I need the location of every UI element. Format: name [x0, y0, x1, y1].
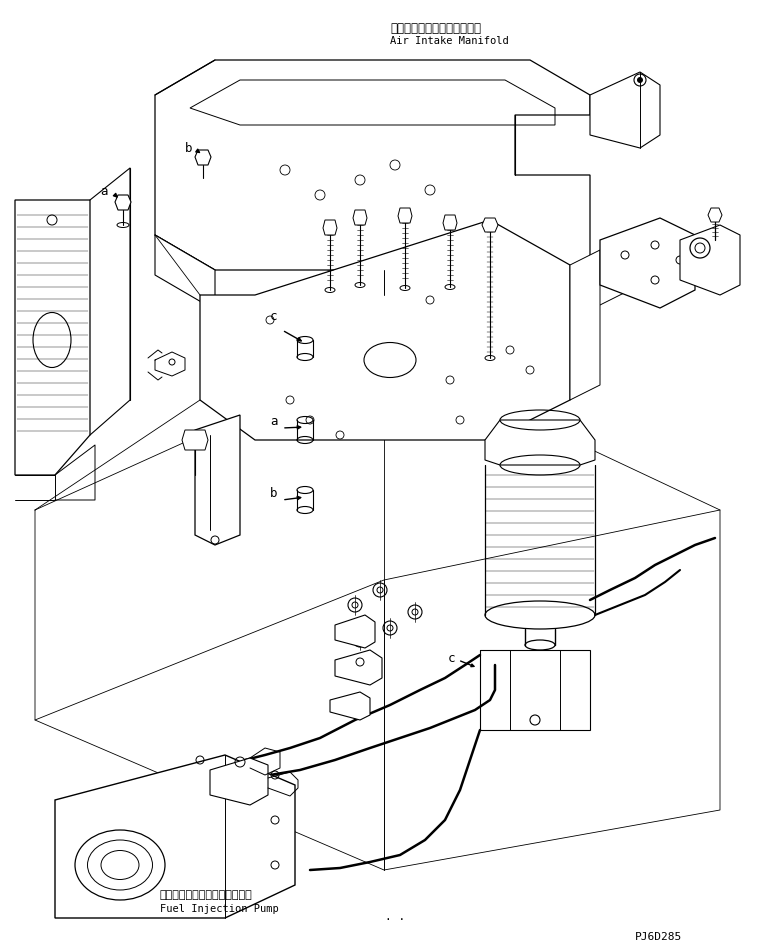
- Circle shape: [387, 625, 393, 631]
- Polygon shape: [590, 248, 640, 310]
- Text: c: c: [270, 310, 278, 323]
- Text: エアーインテークマニホルド: エアーインテークマニホルド: [390, 22, 481, 35]
- Text: フェルインジェクションポンプ: フェルインジェクションポンプ: [160, 890, 253, 900]
- Polygon shape: [210, 758, 268, 805]
- Polygon shape: [155, 235, 215, 310]
- Polygon shape: [182, 430, 208, 450]
- Polygon shape: [590, 72, 660, 148]
- Text: . .: . .: [385, 912, 405, 922]
- Polygon shape: [570, 250, 600, 400]
- Polygon shape: [482, 218, 498, 232]
- Polygon shape: [200, 220, 570, 440]
- Text: PJ6D285: PJ6D285: [635, 932, 682, 942]
- Polygon shape: [485, 420, 595, 465]
- Text: c: c: [448, 652, 455, 665]
- Polygon shape: [195, 415, 240, 545]
- Polygon shape: [15, 200, 90, 475]
- Polygon shape: [195, 150, 211, 165]
- Text: b: b: [185, 142, 192, 155]
- Polygon shape: [398, 208, 412, 223]
- Circle shape: [637, 77, 643, 83]
- Polygon shape: [353, 210, 367, 225]
- Polygon shape: [708, 208, 722, 222]
- Text: a: a: [100, 185, 108, 198]
- Polygon shape: [680, 225, 740, 295]
- Polygon shape: [335, 615, 375, 648]
- Polygon shape: [330, 692, 370, 720]
- Text: a: a: [270, 415, 278, 428]
- Circle shape: [377, 587, 383, 593]
- Polygon shape: [443, 215, 457, 230]
- Polygon shape: [335, 650, 382, 685]
- Polygon shape: [480, 650, 590, 730]
- Polygon shape: [155, 60, 590, 270]
- Circle shape: [357, 637, 363, 643]
- Circle shape: [352, 602, 358, 608]
- Text: Fuel Injection Pump: Fuel Injection Pump: [160, 904, 278, 914]
- Circle shape: [412, 609, 418, 615]
- Text: b: b: [270, 487, 278, 500]
- Text: Air Intake Manifold: Air Intake Manifold: [390, 36, 509, 46]
- Polygon shape: [323, 220, 337, 235]
- Polygon shape: [55, 755, 295, 918]
- Polygon shape: [115, 195, 131, 210]
- Polygon shape: [600, 218, 695, 308]
